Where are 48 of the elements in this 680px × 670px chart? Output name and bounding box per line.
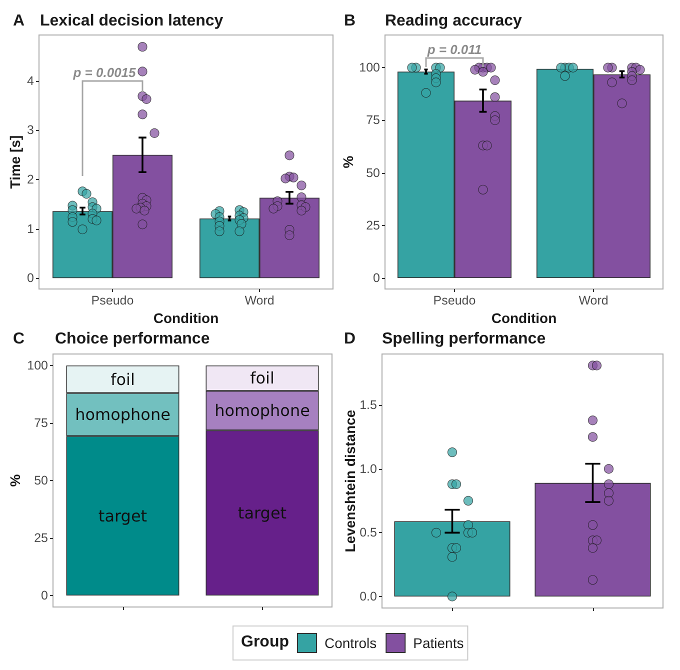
x-tick-label: Pseudo: [91, 294, 134, 308]
series-label: homophone: [214, 401, 310, 420]
y-axis-title: Time [s]: [7, 135, 23, 189]
chart-title: Spelling performance: [382, 330, 546, 348]
legend-label: Patients: [413, 635, 464, 651]
x-axis-title: Condition: [491, 310, 557, 326]
y-tick-label: 0: [41, 588, 48, 602]
y-tick-label: 1: [27, 222, 34, 236]
legend-title: Group: [241, 634, 290, 650]
y-tick-label: 50: [34, 474, 48, 488]
y-tick-label: 100: [27, 358, 48, 372]
x-tick-label: Word: [578, 294, 608, 308]
chart-title: Choice performance: [55, 330, 210, 348]
y-tick-label: 3: [27, 123, 34, 138]
text: homophone: [75, 405, 170, 424]
y-tick-label: 1.5: [360, 398, 378, 412]
y-tick-label: 75: [34, 416, 48, 430]
text: foil: [110, 370, 135, 389]
x-tick-label: Pseudo: [433, 294, 476, 308]
y-axis-title: Levenshtein distance: [342, 410, 358, 552]
text: A: [13, 12, 25, 30]
y-tick-label: 50: [366, 166, 380, 180]
text: B: [344, 12, 356, 30]
y-tick-label: 2: [27, 172, 34, 187]
legend-label: Controls: [324, 635, 377, 651]
series-label: foil: [250, 368, 274, 388]
text: C: [13, 330, 25, 348]
annotation: p = 0.0015: [72, 65, 137, 80]
y-tick-label: 0: [27, 271, 34, 286]
series-label: target: [98, 506, 148, 526]
y-tick-label: 25: [34, 531, 48, 545]
annotation: p = 0.011: [426, 42, 482, 57]
y-axis-title: %: [340, 155, 356, 168]
y-tick-label: 4: [27, 74, 34, 88]
y-tick-label: 100: [359, 60, 380, 75]
y-tick-label: 1.0: [360, 462, 378, 476]
text: D: [344, 330, 356, 348]
text: target: [238, 503, 287, 522]
y-tick-label: 25: [366, 218, 380, 232]
y-tick-label: 75: [366, 113, 380, 128]
y-tick-label: 0.0: [360, 590, 378, 604]
y-tick-label: 0.5: [360, 526, 378, 540]
x-tick-label: Word: [244, 294, 274, 308]
y-tick-label: 0: [373, 271, 380, 286]
chart-title: Lexical decision latency: [40, 12, 224, 30]
x-axis-title: Condition: [153, 310, 219, 326]
y-axis-title: %: [7, 474, 23, 487]
chart-title: Reading accuracy: [385, 12, 522, 30]
